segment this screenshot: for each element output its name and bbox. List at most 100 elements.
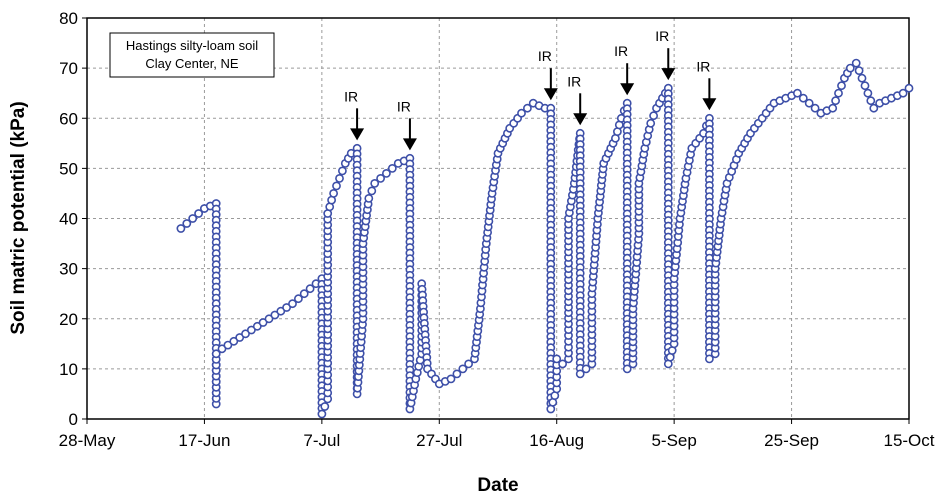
data-point (367, 186, 377, 196)
data-point (837, 81, 846, 91)
data-point (863, 88, 873, 98)
data-point (575, 369, 585, 379)
data-point (798, 93, 808, 103)
data-point (176, 224, 186, 233)
data-point (898, 88, 908, 98)
y-tick-label: 50 (59, 159, 78, 178)
data-point (329, 188, 338, 198)
ir-label: IR (614, 43, 628, 59)
x-tick-label: 16-Aug (529, 431, 584, 450)
data-point (241, 329, 250, 339)
data-point (335, 173, 344, 183)
ir-arrow-head (661, 68, 676, 81)
data-point (387, 163, 397, 173)
data-point (804, 98, 814, 108)
data-point (182, 219, 192, 228)
ir-arrow-head (620, 83, 635, 96)
data-point (229, 336, 239, 346)
data-point (869, 103, 879, 113)
data-point (464, 359, 473, 369)
y-axis-title: Soil matric potential (kPa) (8, 101, 29, 334)
ir-label: IR (538, 48, 552, 64)
x-tick-label: 5-Sep (651, 431, 696, 450)
data-point (194, 209, 203, 218)
data-point (904, 83, 914, 93)
irrigation-annotations: IR IR IR IR IR IR IR (344, 28, 717, 151)
y-tick-label: 70 (59, 59, 78, 78)
x-axis-title: Date (477, 475, 518, 496)
data-point (793, 88, 802, 98)
ir-arrow-head (573, 113, 588, 126)
data-point (517, 108, 526, 118)
data-point (705, 354, 714, 364)
ir-label: IR (696, 58, 710, 74)
plot-frame (86, 17, 910, 420)
data-point (646, 118, 656, 128)
data-point (293, 294, 303, 304)
x-tick-label: 15-Oct (883, 431, 934, 450)
y-tick-label: 40 (59, 210, 78, 229)
data-point (857, 73, 867, 83)
ir-label: IR (567, 73, 581, 89)
data-point (446, 374, 456, 384)
data-point (851, 58, 861, 68)
y-tick-label: 10 (59, 360, 78, 379)
data-point (376, 173, 385, 183)
data-point (270, 310, 280, 320)
data-point (810, 103, 820, 113)
data-point (831, 96, 840, 106)
data-point (866, 96, 876, 106)
tick-labels: 0 10 20 30 40 50 60 70 80 28-May 17-Jun 7-Jul 27-Jul… (59, 9, 935, 450)
y-tick-label: 60 (59, 109, 78, 128)
ir-arrow-head (543, 88, 558, 101)
data-point (523, 103, 532, 113)
data-point (282, 303, 291, 312)
data-point (211, 349, 221, 359)
annotation-box-line-1: Hastings silty-loam soil (126, 38, 258, 53)
data-point (558, 359, 567, 369)
ir-label: IR (655, 28, 669, 44)
data-point (370, 178, 380, 188)
data-point (381, 168, 391, 178)
series-lines (180, 62, 910, 415)
data-point (188, 214, 198, 223)
data-point (223, 340, 233, 350)
data-point (834, 88, 843, 98)
data-point (649, 111, 658, 121)
x-tick-label: 28-May (59, 431, 116, 450)
annotation-box: Hastings silty-loam soil Clay Center, NE (109, 32, 275, 78)
x-tick-label: 25-Sep (764, 431, 819, 450)
data-point (854, 66, 864, 75)
data-point (264, 314, 274, 324)
data-point (458, 364, 468, 374)
data-point (299, 289, 309, 299)
grid-layer (82, 17, 910, 424)
data-point (552, 354, 562, 364)
data-point (332, 181, 341, 191)
data-point (845, 63, 855, 73)
data-point (828, 103, 838, 113)
data-point (622, 364, 632, 374)
x-tick-label: 17-Jun (178, 431, 230, 450)
data-point (364, 193, 374, 203)
data-point (860, 81, 870, 91)
annotation-box-line-2: Clay Center, NE (145, 56, 239, 71)
series-line (180, 62, 910, 415)
data-point (288, 299, 297, 309)
data-point (581, 364, 591, 374)
y-tick-label: 30 (59, 260, 78, 279)
series-points (176, 58, 914, 419)
ir-arrow-head (350, 128, 365, 141)
x-tick-label: 27-Jul (416, 431, 462, 450)
x-tick-label: 7-Jul (303, 431, 340, 450)
data-point (317, 409, 327, 419)
ir-arrow-head (402, 138, 417, 151)
data-point (452, 369, 462, 379)
ir-label: IR (397, 98, 411, 114)
data-point (337, 166, 347, 176)
y-tick-label: 0 (69, 410, 78, 429)
ir-arrow-head (702, 98, 717, 111)
ir-label: IR (344, 88, 358, 104)
data-point (305, 284, 315, 294)
